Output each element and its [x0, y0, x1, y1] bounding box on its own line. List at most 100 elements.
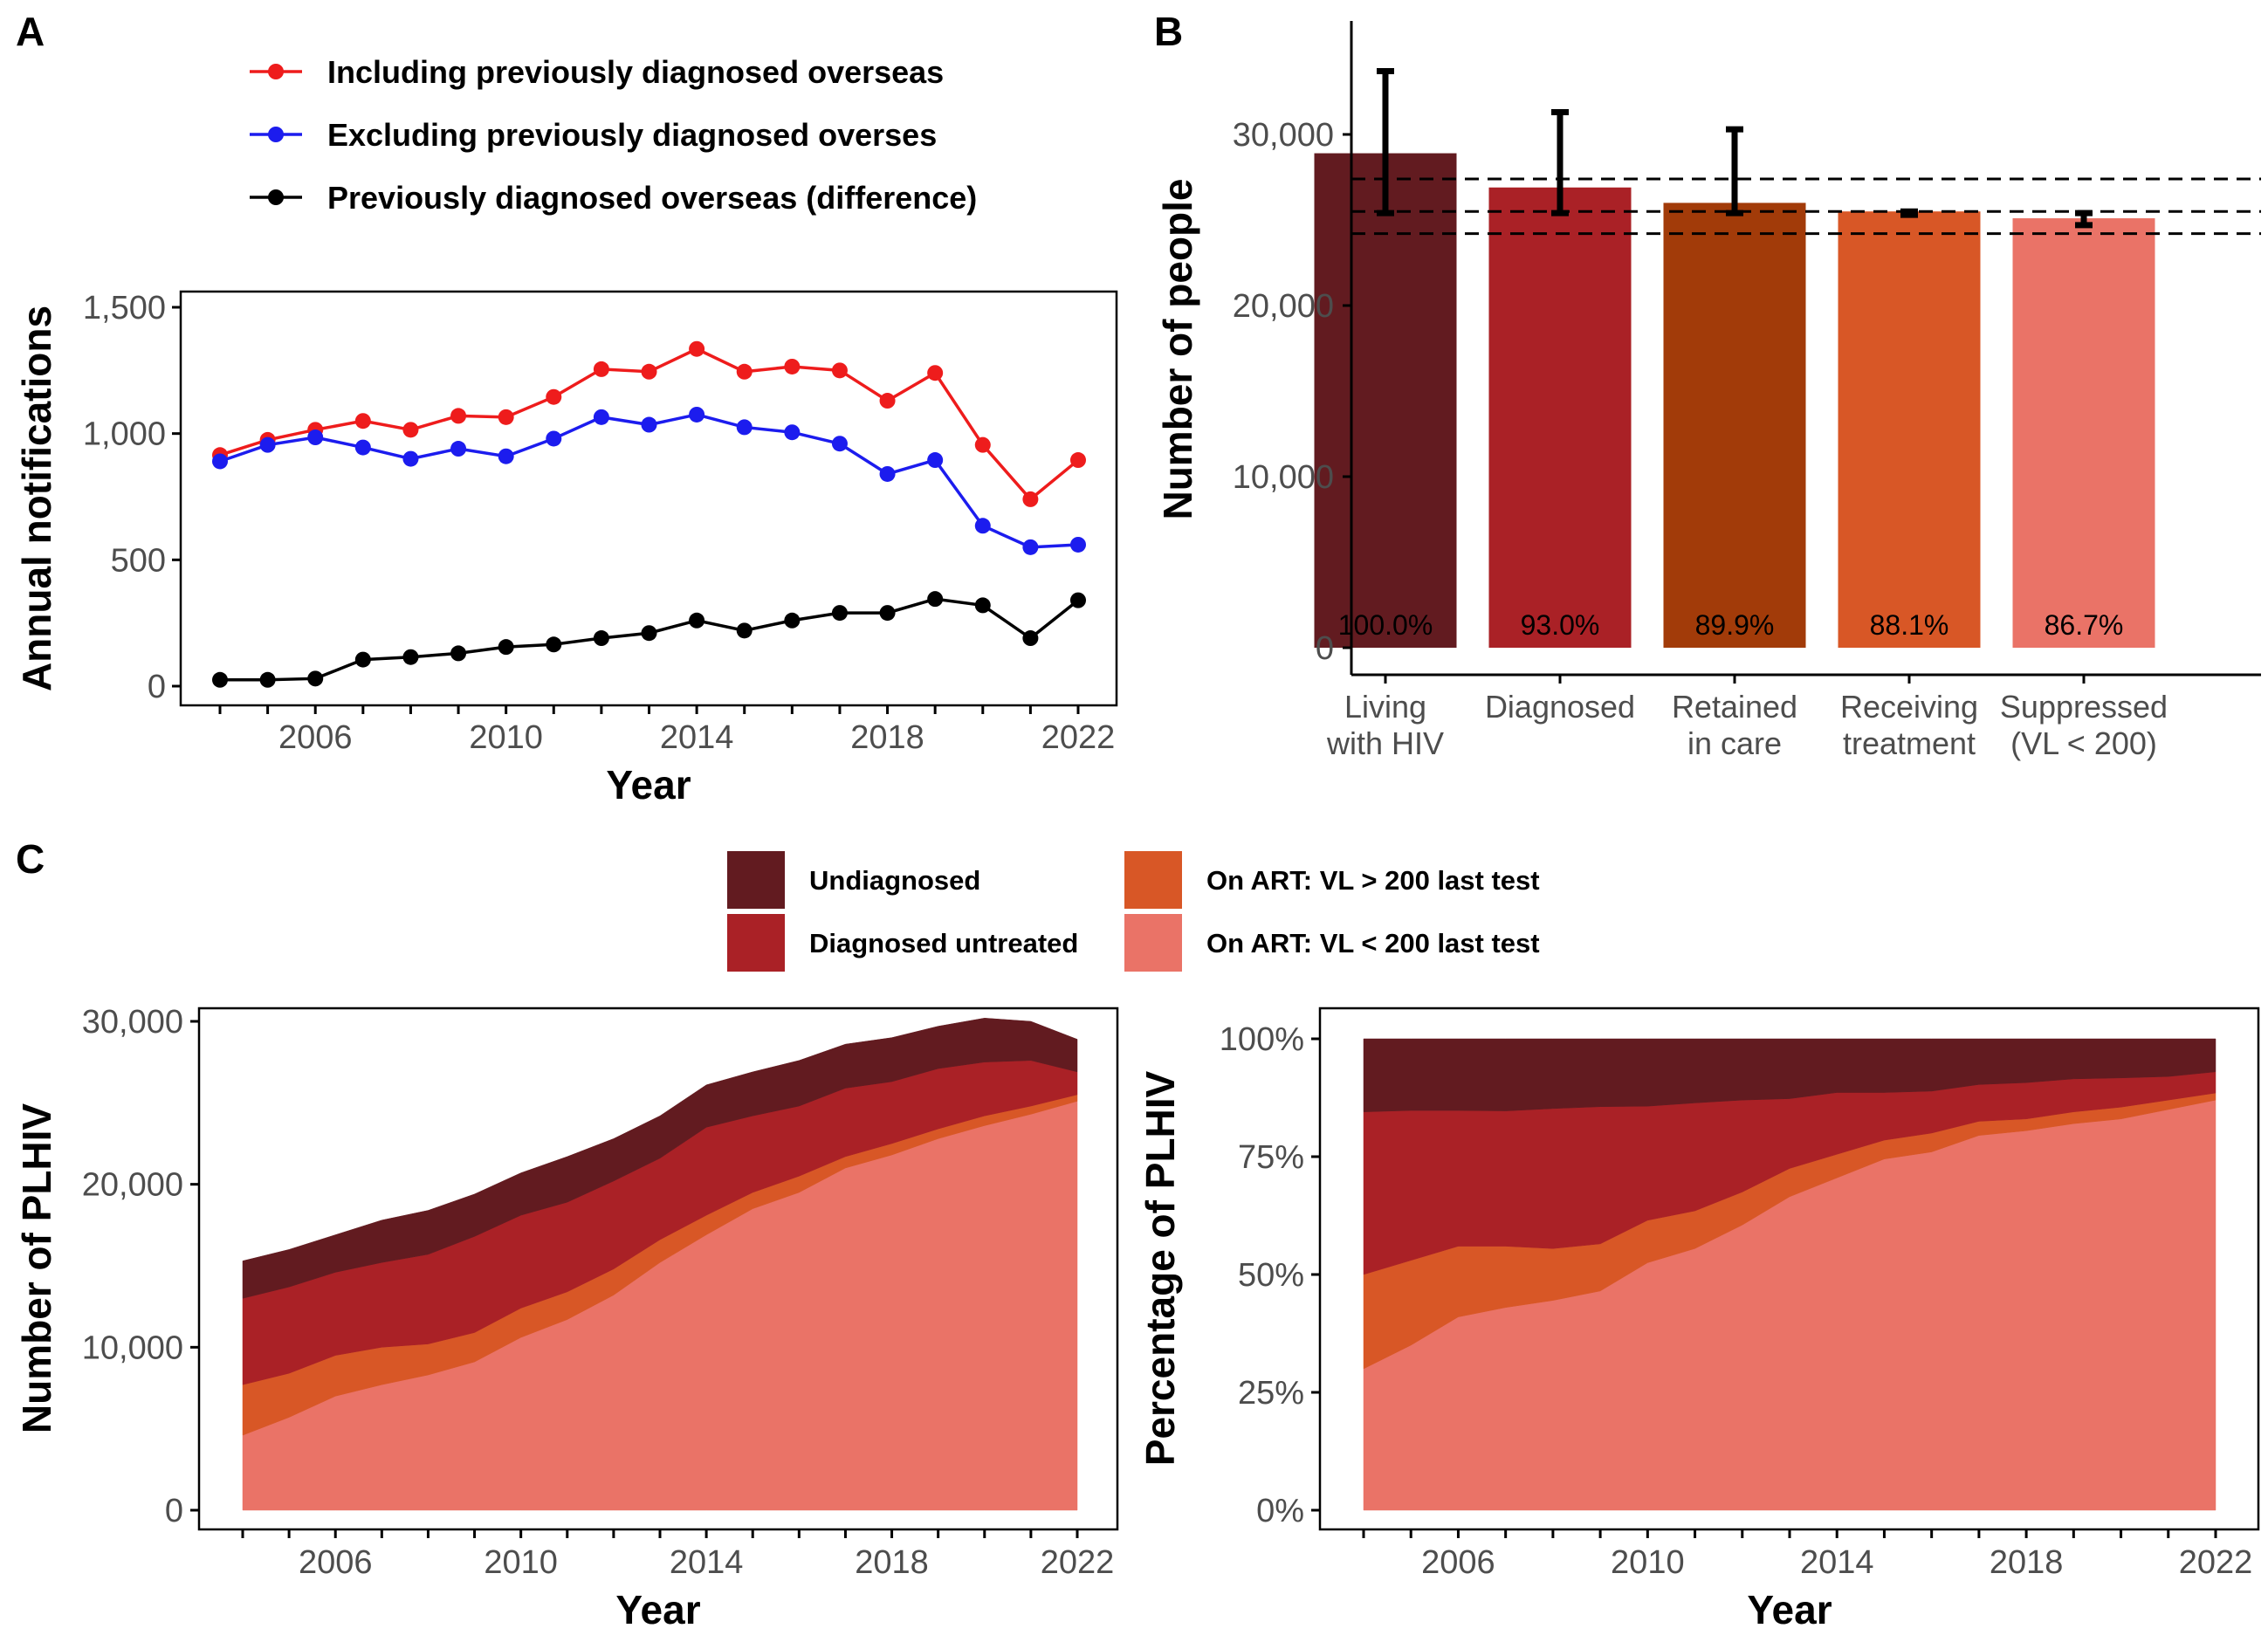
panel-a-y-title: Annual notifications: [14, 306, 59, 691]
data-point: [831, 362, 848, 379]
data-point: [927, 452, 944, 469]
data-point: [546, 430, 562, 447]
x-tick-label: 2018: [850, 719, 924, 756]
data-point: [1070, 592, 1086, 608]
panel-b-y-axis: 0 10,000 20,000 30,000: [1233, 21, 1353, 675]
legend-swatch: [727, 914, 785, 972]
x-tick-label: 2014: [660, 719, 734, 756]
y-tick-label: 30,000: [82, 1004, 183, 1041]
data-point: [641, 625, 657, 642]
y-tick-label: 0: [1316, 630, 1334, 667]
area-band-3: [242, 1018, 1078, 1299]
panel-c-left-areas: [242, 1018, 1078, 1511]
panel-c-left-x-axis: 2006 2010 2014 2018 2022: [241, 1529, 1115, 1581]
panel-b-error-bars: [1377, 67, 2093, 229]
x-tick-label: 2022: [1041, 1544, 1115, 1581]
data-point: [1070, 536, 1086, 553]
y-tick-label: 0: [165, 1493, 183, 1529]
category-label: Living: [1344, 689, 1426, 725]
x-tick-label: 2010: [469, 719, 543, 756]
data-point: [1022, 630, 1039, 647]
bar: [1663, 203, 1806, 648]
panel-label-c: C: [16, 836, 45, 882]
category-label: Receiving: [1840, 689, 1978, 725]
data-point: [593, 630, 609, 647]
panel-b-bar-chart: 100.0% 93.0% 89.9% 88.1% 86.7% 0 10,000 20,000…: [1155, 21, 2261, 761]
x-tick-label: 2022: [1041, 719, 1116, 756]
bar-value-label: 86.7%: [2045, 609, 2124, 641]
data-point: [641, 416, 657, 433]
bar-value-label: 100.0%: [1338, 609, 1433, 641]
category-label: with HIV: [1326, 725, 1444, 761]
panel-c-right-x-axis: 2006 2010 2014 2018 2022: [1362, 1529, 2253, 1581]
data-point: [450, 645, 467, 662]
data-point: [354, 651, 371, 668]
category-label: Diagnosed: [1485, 689, 1635, 725]
panel-c-right-areas: [1363, 1038, 2216, 1511]
data-point: [689, 340, 705, 357]
panel-c-count-area-chart: 0 10,000 20,000 30,000 2006 2010 2014 2018 2022…: [14, 1004, 1119, 1632]
data-point: [784, 612, 801, 629]
data-point: [974, 597, 991, 614]
panel-a-legend: Including previously diagnosed overseas E…: [250, 54, 977, 216]
x-tick-label: 2022: [2179, 1544, 2253, 1581]
y-tick-label: 25%: [1238, 1375, 1304, 1412]
y-tick-label: 50%: [1238, 1257, 1304, 1294]
data-point: [736, 419, 753, 436]
data-point: [784, 424, 801, 441]
legend-key-point: [268, 64, 284, 79]
x-tick-label: 2018: [1990, 1544, 2064, 1581]
panel-c-percent-area-chart: 0% 25% 50% 75% 100% 2006 2010 2014 2018 2022 Yea…: [1137, 1007, 2260, 1632]
data-point: [1022, 491, 1039, 507]
data-point: [402, 422, 419, 438]
data-point: [784, 358, 801, 374]
data-point: [498, 448, 514, 464]
category-label: (VL < 200): [2010, 725, 2157, 761]
legend-swatch: [1124, 851, 1182, 909]
panel-b-y-title: Number of people: [1155, 178, 1200, 519]
panel-c-right-y-title: Percentage of PLHIV: [1137, 1070, 1183, 1466]
bar: [2012, 218, 2155, 649]
data-point: [879, 465, 896, 482]
panel-c-left-x-title: Year: [615, 1587, 700, 1632]
category-label: Retained: [1672, 689, 1797, 725]
data-point: [354, 413, 371, 429]
y-tick-label: 0: [148, 669, 166, 705]
data-point: [402, 450, 419, 467]
category-label: in care: [1687, 725, 1782, 761]
panel-b-reference-lines: [1351, 177, 2261, 236]
panel-a-x-title: Year: [606, 762, 691, 807]
x-tick-label: 2006: [299, 1544, 373, 1581]
data-point: [831, 605, 848, 622]
category-label: Suppressed: [2000, 689, 2168, 725]
data-point: [736, 622, 753, 639]
panel-c-right-y-axis: 0% 25% 50% 75% 100%: [1220, 1021, 1320, 1529]
series-line-1: [219, 413, 1079, 549]
x-tick-label: 2006: [1421, 1544, 1495, 1581]
x-tick-label: 2006: [278, 719, 353, 756]
y-tick-label: 500: [111, 542, 166, 579]
legend-label: Diagnosed untreated: [809, 928, 1078, 958]
panel-label-a: A: [16, 9, 45, 54]
y-tick-label: 1,500: [83, 290, 166, 326]
y-tick-label: 10,000: [1233, 459, 1334, 496]
legend-swatch: [727, 851, 785, 909]
data-point: [498, 409, 514, 425]
bar: [1488, 187, 1632, 648]
x-tick-label: 2014: [670, 1544, 744, 1581]
data-point: [307, 429, 324, 446]
data-point: [974, 436, 991, 453]
x-tick-label: 2018: [855, 1544, 929, 1581]
data-point: [498, 639, 514, 656]
legend-label: Including previously diagnosed overseas: [327, 54, 944, 90]
data-point: [354, 439, 371, 456]
y-tick-label: 30,000: [1233, 117, 1334, 154]
data-point: [736, 363, 753, 380]
data-point: [1070, 452, 1086, 469]
bar-value-label: 89.9%: [1695, 609, 1775, 641]
panel-c-left-y-axis: 0 10,000 20,000 30,000: [82, 1004, 199, 1529]
area-band-3: [1363, 1038, 2216, 1112]
bar-value-label: 93.0%: [1521, 609, 1600, 641]
